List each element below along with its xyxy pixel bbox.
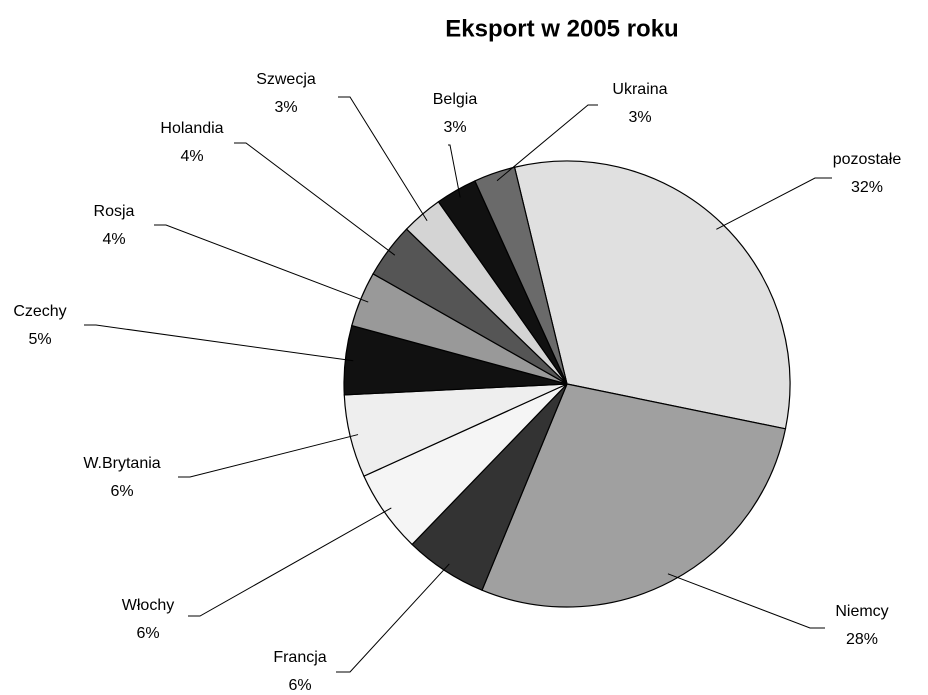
slice-value: 32%	[851, 179, 883, 196]
leader-line	[716, 177, 832, 230]
slice-label: Czechy	[13, 303, 66, 320]
slice-label: Szwecja	[256, 71, 316, 88]
slice-value: 28%	[846, 631, 878, 648]
pie-slice	[481, 383, 787, 608]
slice-label: Rosja	[94, 203, 135, 220]
slice-label: Holandia	[160, 120, 223, 137]
pie-slice	[513, 160, 791, 430]
slice-value: 4%	[180, 148, 203, 165]
slice-label: W.Brytania	[83, 455, 160, 472]
chart-title: Eksport w 2005 roku	[445, 15, 678, 42]
slice-value: 3%	[274, 99, 297, 116]
slice-label: Belgia	[433, 91, 478, 108]
leader-line	[188, 507, 392, 617]
slice-label: Francja	[273, 649, 326, 666]
slice-value: 5%	[28, 331, 51, 348]
slice-value: 3%	[628, 109, 651, 126]
slice-value: 6%	[136, 625, 159, 642]
leader-line	[667, 573, 825, 629]
slice-value: 4%	[102, 231, 125, 248]
slice-label: Ukraina	[612, 81, 667, 98]
leader-line	[338, 96, 428, 222]
leader-line	[448, 144, 461, 198]
leader-line	[84, 324, 354, 362]
slice-value: 3%	[443, 119, 466, 136]
slice-label: pozostałe	[833, 151, 902, 168]
leader-line	[154, 224, 369, 303]
pie-slice	[474, 166, 568, 385]
slice-label: Włochy	[122, 597, 174, 614]
slice-value: 6%	[288, 677, 311, 694]
leader-line	[178, 434, 359, 478]
leader-line	[336, 563, 450, 673]
leader-line	[234, 142, 396, 256]
slice-value: 6%	[110, 483, 133, 500]
leader-line	[496, 104, 598, 182]
slice-label: Niemcy	[835, 603, 888, 620]
